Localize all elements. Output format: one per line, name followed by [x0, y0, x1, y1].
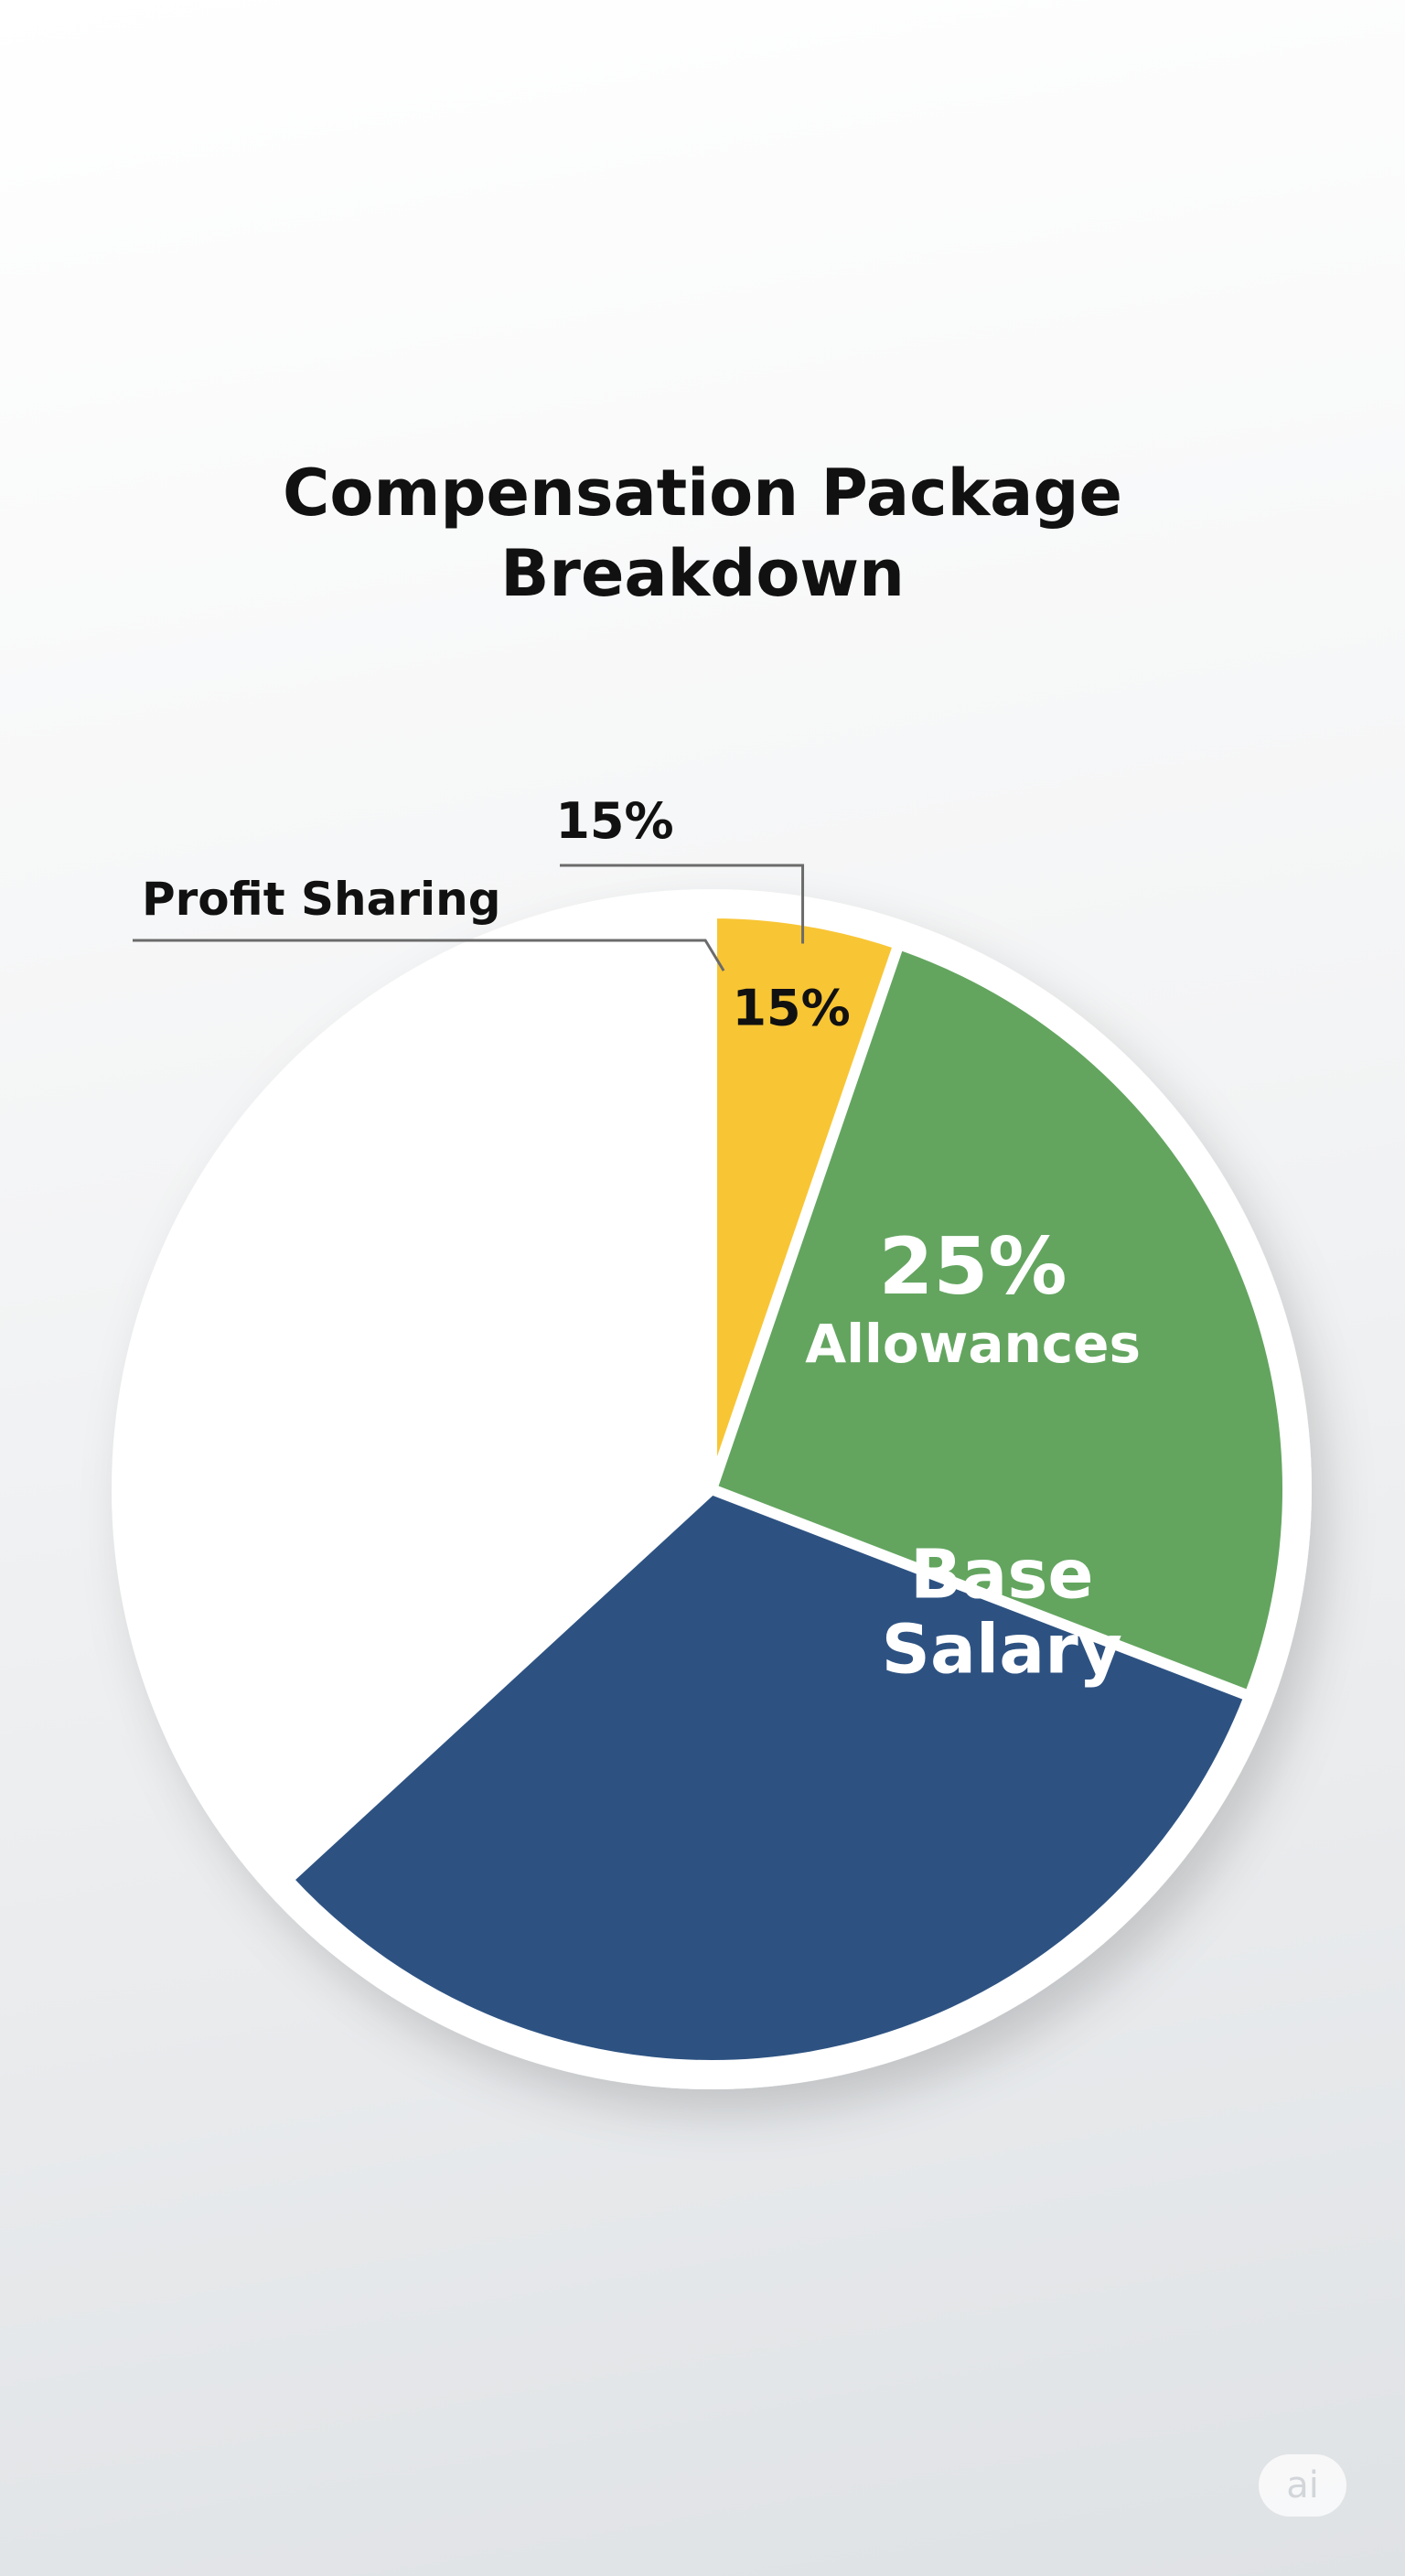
ai-badge: ai — [1259, 2454, 1346, 2517]
pie-label-allowances-0: 25% — [879, 1221, 1067, 1313]
chart-title-line-2: Breakdown — [500, 536, 905, 611]
pie-slices — [282, 907, 1293, 2071]
chart-title-line-1: Compensation Package — [283, 456, 1122, 531]
chart-title: Compensation Package Breakdown — [0, 453, 1405, 614]
pie-callouts: Profit Sharing 15% — [133, 792, 805, 971]
pie-label-base-salary-0: Base — [910, 1536, 1094, 1615]
callout-label-profit-sharing: Profit Sharing — [142, 873, 501, 926]
pie-slice-yellow-slice — [706, 907, 905, 1495]
callout-label-yellow-slice: 15% — [555, 792, 673, 850]
callout-line-yellow-slice — [560, 864, 805, 944]
pie-label-base-salary-1: Salary — [882, 1611, 1122, 1690]
pie-label-yellow-slice-0: 15% — [732, 980, 850, 1037]
callout-line-profit-sharing — [133, 939, 725, 971]
pie-label-allowances-1: Allowances — [805, 1313, 1141, 1375]
